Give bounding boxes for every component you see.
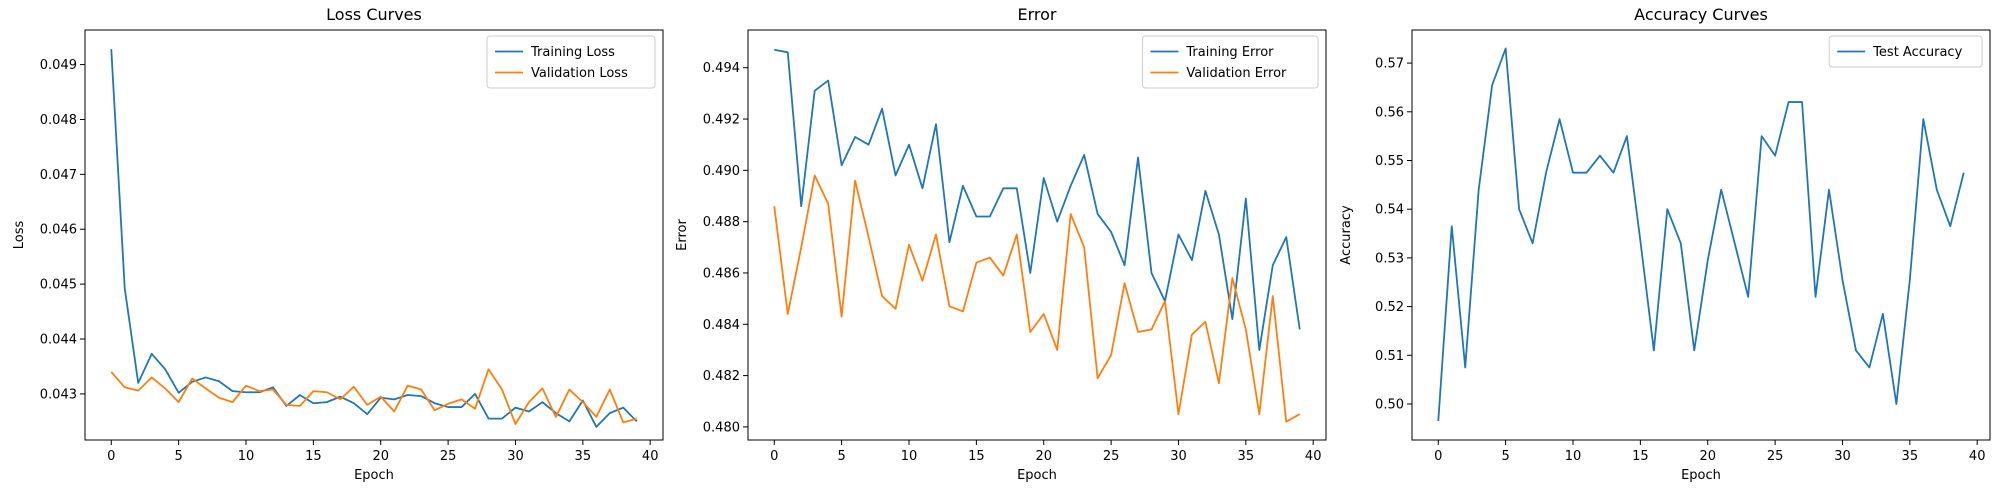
y-tick-label: 0.488 xyxy=(703,215,740,230)
legend-label: Test Accuracy xyxy=(1872,45,1962,60)
y-axis-label: Loss xyxy=(12,221,27,250)
x-tick-label: 5 xyxy=(174,449,182,464)
y-tick-label: 0.047 xyxy=(40,168,77,183)
x-axis-label: Epoch xyxy=(1017,468,1057,483)
x-tick-label: 10 xyxy=(238,449,255,464)
x-axis-label: Epoch xyxy=(1681,468,1721,483)
x-tick-label: 35 xyxy=(1238,449,1255,464)
x-axis-label: Epoch xyxy=(354,468,394,483)
series-line-training-error xyxy=(774,48,1301,351)
x-tick-label: 30 xyxy=(1834,449,1851,464)
x-tick-label: 25 xyxy=(440,449,457,464)
plot-frame xyxy=(1411,29,1991,441)
series-line-training-loss xyxy=(110,49,638,428)
series-line-validation-loss xyxy=(110,368,637,425)
legend: Test Accuracy xyxy=(1828,35,1983,68)
chart-accuracy-curves: Accuracy Curves 0 5 10 15 20 25 30 35 40 0.50 0.51 0… xyxy=(1339,5,1991,483)
x-tick-label: 30 xyxy=(1170,449,1187,464)
y-tick-label: 0.048 xyxy=(40,113,77,128)
x-tick-label: 35 xyxy=(575,449,592,464)
x-tick-label: 10 xyxy=(901,449,918,464)
y-tick-label: 0.045 xyxy=(40,278,77,293)
y-tick-label: 0.52 xyxy=(1375,300,1404,315)
y-axis-label: Error xyxy=(675,219,690,251)
x-tick-label: 40 xyxy=(1969,449,1986,464)
y-tick-label: 0.043 xyxy=(40,387,77,402)
legend-box xyxy=(486,35,656,89)
chart-title: Error xyxy=(1018,5,1057,24)
chart-loss-curves: Loss Curves 0 5 10 15 20 25 30 35 40 0.043 0.044 0.0… xyxy=(12,5,664,483)
x-tick-label: 35 xyxy=(1902,449,1919,464)
legend-label: Training Error xyxy=(1185,45,1274,60)
x-tick-label: 20 xyxy=(1035,449,1052,464)
x-tick-label: 0 xyxy=(107,449,115,464)
x-tick-label: 20 xyxy=(1699,449,1716,464)
y-tick-label: 0.492 xyxy=(703,113,740,128)
y-tick-label: 0.53 xyxy=(1375,251,1404,266)
x-tick-label: 15 xyxy=(1632,449,1649,464)
plot-frame xyxy=(747,29,1327,441)
y-tick-label: 0.56 xyxy=(1375,105,1404,120)
x-tick-label: 25 xyxy=(1767,449,1784,464)
x-tick-label: 5 xyxy=(1501,449,1509,464)
x-tick-label: 15 xyxy=(305,449,322,464)
x-tick-label: 5 xyxy=(837,449,845,464)
x-tick-label: 30 xyxy=(507,449,524,464)
x-tick-label: 20 xyxy=(372,449,389,464)
legend: Training Error Validation Error xyxy=(1141,35,1319,89)
legend-box xyxy=(1828,35,1983,68)
y-tick-label: 0.484 xyxy=(703,318,740,333)
y-tick-label: 0.046 xyxy=(40,223,77,238)
y-tick-label: 0.482 xyxy=(703,369,740,384)
x-tick-label: 0 xyxy=(770,449,778,464)
y-tick-label: 0.486 xyxy=(703,266,740,281)
y-axis-label: Accuracy xyxy=(1339,205,1354,265)
x-tick-label: 25 xyxy=(1103,449,1120,464)
x-tick-label: 40 xyxy=(642,449,659,464)
legend-box xyxy=(1141,35,1319,89)
legend-label: Validation Loss xyxy=(531,66,628,81)
y-tick-label: 0.494 xyxy=(703,61,740,76)
y-tick-label: 0.044 xyxy=(40,333,77,348)
chart-title: Loss Curves xyxy=(326,5,422,24)
chart-error: Error 0 5 10 15 20 25 30 35 40 0.480 0.482 0.484 0.48… xyxy=(675,5,1327,483)
y-tick-label: 0.51 xyxy=(1375,349,1404,364)
x-tick-label: 0 xyxy=(1434,449,1442,464)
y-tick-label: 0.54 xyxy=(1375,203,1404,218)
x-tick-label: 15 xyxy=(968,449,985,464)
y-tick-label: 0.490 xyxy=(703,164,740,179)
plot-frame xyxy=(84,29,664,441)
y-tick-label: 0.57 xyxy=(1375,57,1404,72)
x-tick-label: 10 xyxy=(1565,449,1582,464)
chart-title: Accuracy Curves xyxy=(1634,5,1768,24)
y-tick-label: 0.480 xyxy=(703,420,740,435)
legend-label: Validation Error xyxy=(1186,66,1287,81)
series-line-test-accuracy xyxy=(1437,47,1965,422)
y-tick-label: 0.049 xyxy=(40,58,77,73)
legend: Training Loss Validation Loss xyxy=(486,35,656,89)
series-line-validation-error xyxy=(773,174,1301,423)
y-tick-label: 0.55 xyxy=(1375,154,1404,169)
x-tick-label: 40 xyxy=(1305,449,1322,464)
y-tick-label: 0.50 xyxy=(1375,397,1404,412)
legend-label: Training Loss xyxy=(530,45,615,60)
